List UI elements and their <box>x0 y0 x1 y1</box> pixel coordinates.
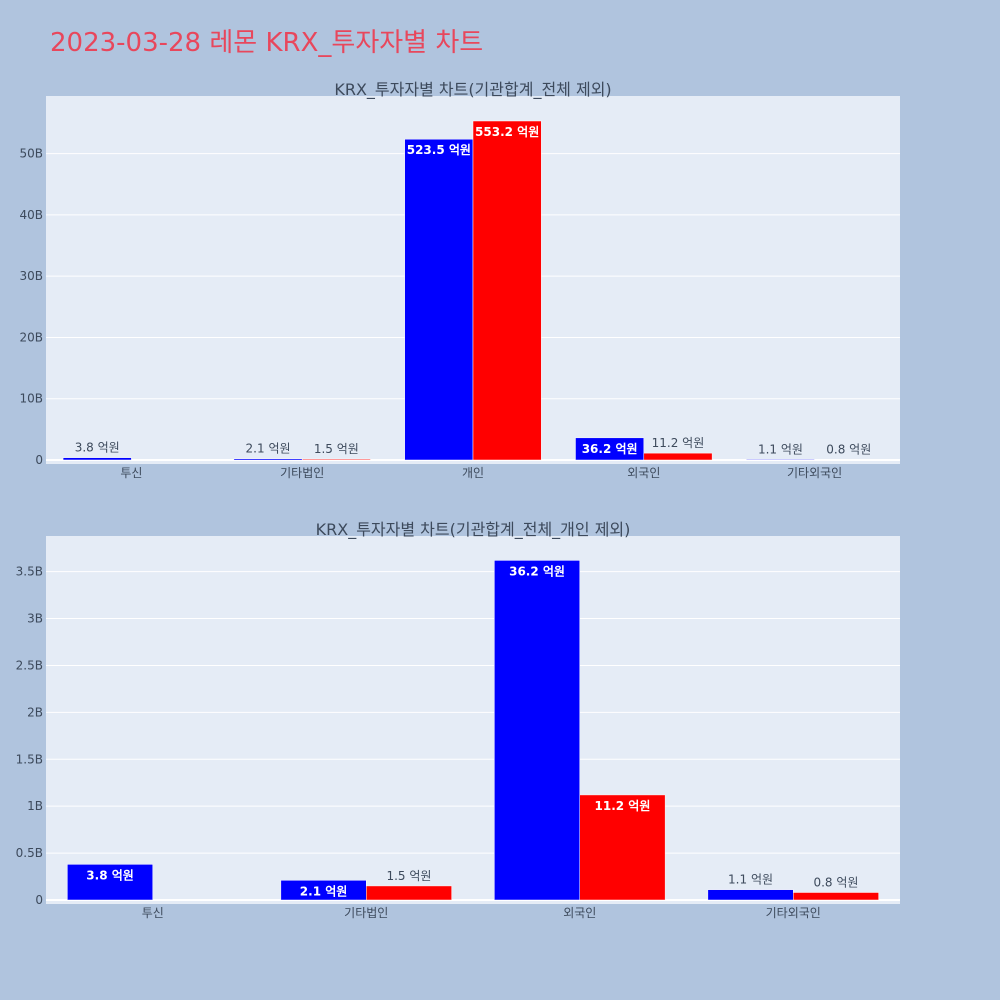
y-tick-label: 3.5B <box>16 565 43 579</box>
y-tick-label: 40B <box>19 208 43 222</box>
chart-title: KRX_투자자별 차트(기관합계_전체_개인 제외) <box>316 520 631 540</box>
data-label: 0.8 억원 <box>813 875 858 889</box>
chart-title: KRX_투자자별 차트(기관합계_전체 제외) <box>334 80 611 100</box>
y-tick-label: 3B <box>27 612 43 626</box>
bar <box>643 452 713 461</box>
data-label: 36.2 억원 <box>582 442 638 456</box>
chart-1: KRX_투자자별 차트(기관합계_전체 제외) 0 10B 20B 30B 40B 50B 투… <box>19 80 900 480</box>
data-label: 1.5 억원 <box>386 869 431 883</box>
data-label: 1.1 억원 <box>728 873 773 887</box>
x-tick-label: 기타법인 <box>280 466 324 480</box>
data-label: 36.2 억원 <box>509 564 565 578</box>
bar <box>233 458 303 461</box>
data-label: 523.5 억원 <box>407 143 471 157</box>
x-tick-label: 투신 <box>120 466 142 480</box>
bar <box>575 437 645 461</box>
x-tick-label: 기타외국인 <box>766 906 821 920</box>
bar <box>707 889 794 901</box>
bar <box>793 892 879 901</box>
y-tick-label: 0.5B <box>16 846 43 860</box>
data-label: 3.8 억원 <box>86 868 134 882</box>
y-tick-label: 30B <box>19 269 43 283</box>
data-label: 1.1 억원 <box>758 442 803 456</box>
bar <box>472 120 542 461</box>
y-tick-label: 1B <box>27 799 43 813</box>
y-tick-label: 0 <box>35 453 43 467</box>
data-label: 11.2 억원 <box>652 436 705 450</box>
y-tick-label: 20B <box>19 330 43 344</box>
x-tick-label: 기타법인 <box>344 906 388 920</box>
chart-2: KRX_투자자별 차트(기관합계_전체_개인 제외) 0 0.5B 1B 1.5B 2B 2… <box>16 520 900 920</box>
x-tick-label: 기타외국인 <box>787 466 842 480</box>
bar <box>366 885 452 901</box>
x-tick-label: 투신 <box>142 906 164 920</box>
y-tick-label: 2.5B <box>16 658 43 672</box>
data-label: 0.8 억원 <box>826 443 871 457</box>
data-label: 2.1 억원 <box>300 884 348 898</box>
bar <box>404 138 474 461</box>
bar <box>579 794 666 901</box>
data-label: 1.5 억원 <box>314 442 359 456</box>
bar <box>67 864 153 901</box>
data-label: 3.8 억원 <box>75 441 120 455</box>
y-tick-label: 10B <box>19 392 43 406</box>
y-tick-label: 0 <box>35 893 43 907</box>
bar <box>494 560 581 901</box>
data-label: 553.2 억원 <box>475 125 539 139</box>
y-tick-label: 50B <box>19 147 43 161</box>
plot-area <box>46 536 900 904</box>
y-tick-label: 2B <box>27 705 43 719</box>
bar <box>746 459 815 461</box>
x-tick-label: 외국인 <box>563 906 596 920</box>
page-title: 2023-03-28 레몬 KRX_투자자별 차트 <box>50 28 484 58</box>
y-tick-label: 1.5B <box>16 752 43 766</box>
data-label: 2.1 억원 <box>246 442 291 456</box>
bar <box>301 458 371 461</box>
bar <box>62 457 132 461</box>
x-tick-label: 외국인 <box>627 466 660 480</box>
data-label: 11.2 억원 <box>595 799 651 813</box>
x-tick-label: 개인 <box>462 466 484 480</box>
